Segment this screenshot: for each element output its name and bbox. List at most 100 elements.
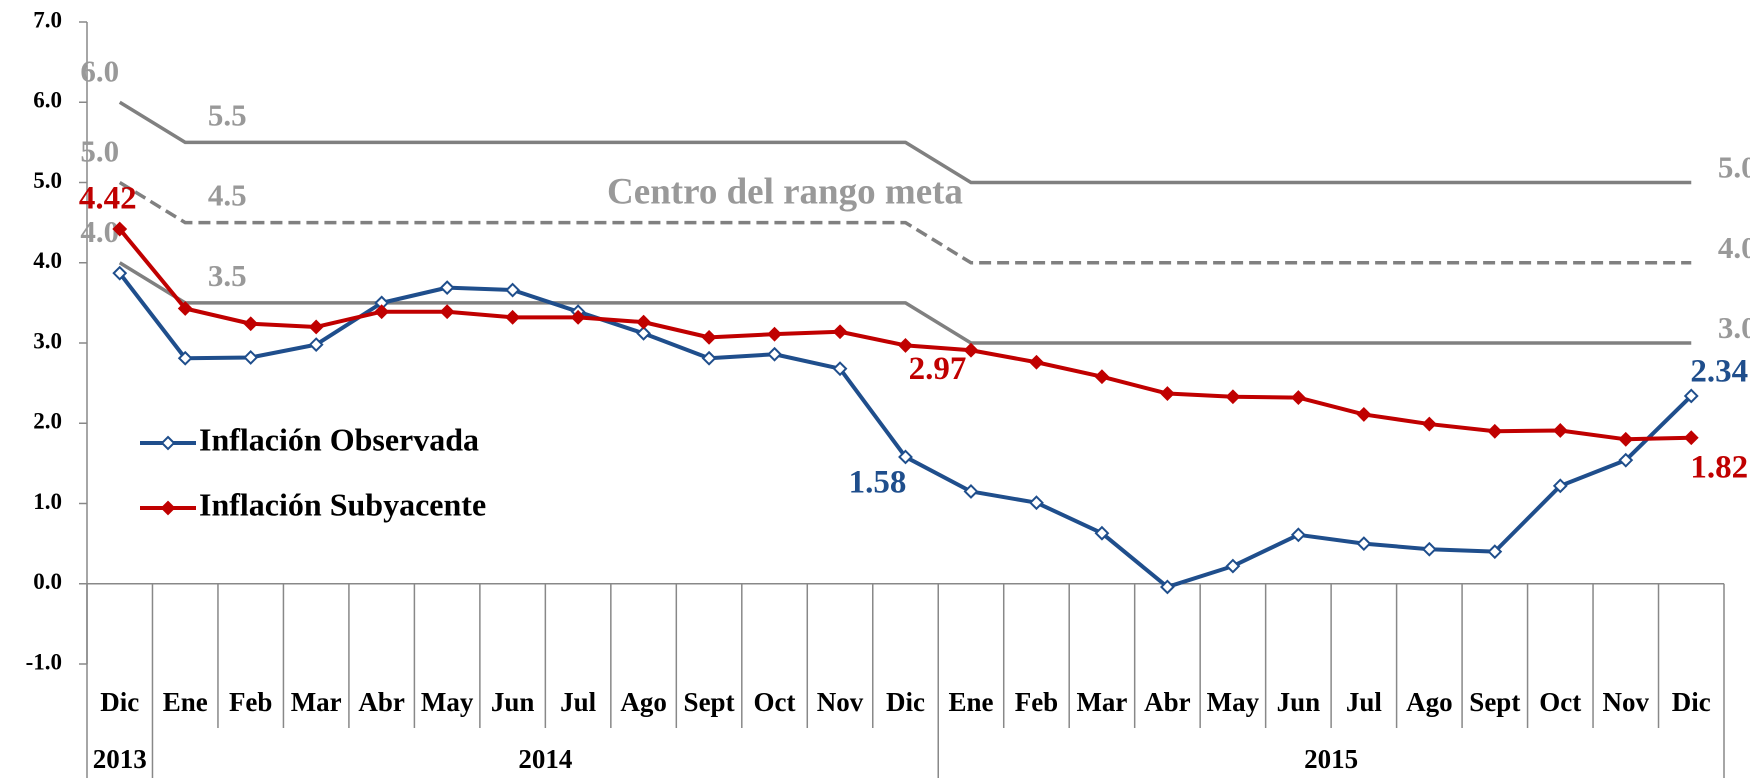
data-label: 5.0 bbox=[1718, 150, 1750, 185]
y-tick-label: 0.0 bbox=[33, 569, 62, 594]
marker bbox=[1552, 423, 1568, 438]
data-label: 3.5 bbox=[208, 258, 247, 293]
x-tick-label: Mar bbox=[1076, 687, 1127, 717]
marker bbox=[1683, 430, 1699, 446]
data-label: 1.82 bbox=[1690, 449, 1748, 485]
marker bbox=[1094, 369, 1110, 385]
marker bbox=[112, 221, 128, 237]
marker bbox=[963, 342, 979, 358]
x-tick-label: Mar bbox=[291, 687, 342, 717]
marker bbox=[832, 361, 848, 377]
x-tick-label: Feb bbox=[229, 687, 273, 717]
x-tick-label: May bbox=[1207, 687, 1260, 717]
x-tick-label: Ago bbox=[620, 687, 667, 717]
x-tick-label: Dic bbox=[1672, 687, 1711, 717]
series-line bbox=[118, 181, 1692, 265]
marker bbox=[1618, 452, 1634, 468]
marker bbox=[505, 282, 521, 298]
marker bbox=[308, 337, 324, 353]
marker bbox=[898, 449, 913, 465]
annotation: Centro del rango meta bbox=[607, 171, 963, 212]
marker bbox=[1421, 541, 1437, 557]
y-tick-label: 5.0 bbox=[33, 168, 62, 193]
marker bbox=[1487, 544, 1503, 560]
marker bbox=[1683, 388, 1699, 404]
x-tick-label: Abr bbox=[1144, 687, 1191, 717]
data-label: 5.0 bbox=[80, 134, 119, 169]
x-tick-label: Feb bbox=[1015, 687, 1059, 717]
x-tick-label: Abr bbox=[358, 687, 405, 717]
x-tick-label: Nov bbox=[817, 687, 864, 717]
marker bbox=[767, 326, 782, 342]
marker bbox=[1094, 525, 1110, 541]
marker bbox=[1356, 536, 1372, 552]
marker bbox=[898, 337, 913, 353]
marker bbox=[1618, 431, 1634, 447]
x-tick-label: Oct bbox=[1539, 687, 1581, 717]
marker bbox=[1356, 407, 1372, 422]
marker bbox=[701, 350, 717, 366]
marker bbox=[1029, 354, 1044, 370]
y-tick-label: 1.0 bbox=[33, 489, 62, 514]
marker bbox=[1225, 389, 1241, 405]
legend-marker bbox=[160, 435, 176, 451]
data-label: 5.5 bbox=[208, 97, 247, 132]
y-tick-label: 4.0 bbox=[33, 248, 62, 273]
x-tick-label: Ene bbox=[163, 687, 208, 717]
marker bbox=[767, 346, 782, 362]
marker bbox=[374, 304, 390, 320]
x-tick-label: Oct bbox=[754, 687, 796, 717]
marker bbox=[1225, 558, 1241, 574]
group-label: 2015 bbox=[1304, 744, 1358, 774]
x-tick-label: Dic bbox=[100, 687, 139, 717]
group-label: 2014 bbox=[518, 744, 572, 774]
marker bbox=[505, 309, 521, 325]
x-tick-label: Sept bbox=[684, 687, 735, 717]
marker bbox=[636, 325, 651, 341]
x-tick-label: May bbox=[421, 687, 474, 717]
marker bbox=[243, 316, 259, 332]
data-label: 2.34 bbox=[1690, 354, 1748, 390]
x-tick-label: Jul bbox=[1346, 687, 1383, 717]
marker bbox=[1552, 478, 1568, 494]
data-label: 1.58 bbox=[849, 465, 907, 501]
x-tick-label: Nov bbox=[1603, 687, 1650, 717]
marker bbox=[1487, 423, 1503, 439]
series-line bbox=[118, 100, 1692, 185]
data-label: 4.0 bbox=[1718, 230, 1750, 265]
series-line bbox=[118, 227, 1692, 442]
data-label: 6.0 bbox=[80, 53, 119, 88]
data-label: 3.0 bbox=[1718, 310, 1750, 345]
marker bbox=[439, 304, 455, 320]
legend-label: Inflación Observada bbox=[199, 421, 479, 457]
x-tick-label: Jul bbox=[560, 687, 597, 717]
x-tick-label: Ene bbox=[948, 687, 993, 717]
marker bbox=[308, 319, 324, 335]
marker bbox=[570, 309, 586, 325]
data-label: 4.42 bbox=[79, 181, 137, 217]
data-label: 2.97 bbox=[909, 351, 967, 387]
marker bbox=[1290, 390, 1306, 405]
marker bbox=[1160, 579, 1175, 595]
y-tick-label: 7.0 bbox=[33, 7, 62, 32]
data-label: 4.0 bbox=[80, 214, 119, 249]
legend-marker bbox=[160, 500, 176, 516]
marker bbox=[177, 301, 193, 316]
marker bbox=[636, 314, 651, 330]
marker bbox=[832, 324, 848, 340]
data-label: 4.5 bbox=[208, 178, 247, 213]
series-line bbox=[118, 261, 1692, 345]
y-tick-label: 2.0 bbox=[33, 409, 62, 434]
x-tick-label: Dic bbox=[886, 687, 925, 717]
x-tick-label: Sept bbox=[1469, 687, 1520, 717]
y-tick-label: 6.0 bbox=[33, 88, 62, 113]
marker bbox=[701, 329, 717, 345]
x-tick-label: Ago bbox=[1406, 687, 1453, 717]
marker bbox=[177, 350, 193, 366]
x-tick-label: Jun bbox=[491, 687, 535, 717]
legend-label: Inflación Subyacente bbox=[199, 486, 486, 522]
marker bbox=[243, 350, 259, 365]
marker bbox=[1029, 495, 1044, 511]
y-tick-label: 3.0 bbox=[33, 328, 62, 353]
